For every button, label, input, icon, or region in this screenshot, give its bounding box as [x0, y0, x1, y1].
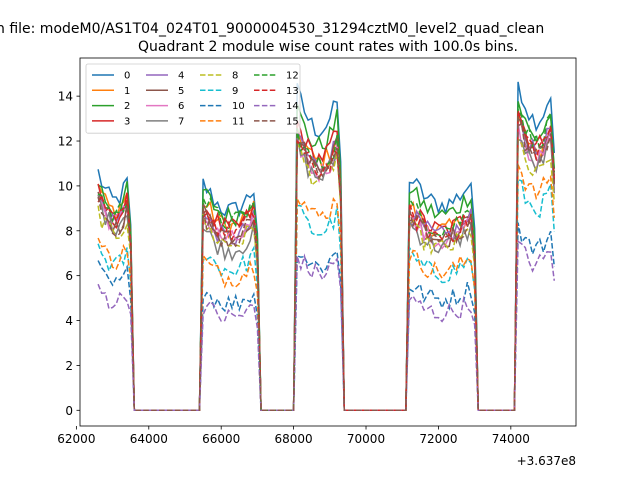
legend-label-1: 1: [124, 86, 130, 97]
legend-label-15: 15: [286, 116, 299, 127]
y-tick-label: 6: [65, 269, 73, 283]
figure-suptitle: n file: modeM0/AS1T04_024T01_9000004530_…: [0, 21, 544, 37]
plot-area: 62000 64000 66000 68000 70000 72000 74000 +3.63…: [57, 57, 577, 468]
series-layer: [97, 81, 556, 412]
axes-frame: [79, 57, 577, 427]
legend-label-3: 3: [124, 116, 130, 127]
legend-label-13: 13: [286, 86, 299, 97]
legend-label-10: 10: [232, 101, 245, 112]
legend-label-9: 9: [232, 86, 238, 97]
x-tick-label: 62000: [57, 432, 95, 446]
x-tick-label: 68000: [275, 432, 313, 446]
legend-label-2: 2: [124, 101, 130, 112]
x-tick-label: 74000: [492, 432, 530, 446]
legend-label-4: 4: [178, 71, 184, 82]
legend-label-6: 6: [178, 101, 184, 112]
legend-label-11: 11: [232, 116, 245, 127]
y-tick-label: 0: [65, 404, 73, 418]
legend-box: [85, 63, 301, 134]
legend-label-14: 14: [286, 101, 299, 112]
legend-label-12: 12: [286, 71, 299, 82]
y-tick-label: 2: [65, 359, 73, 373]
chart-title: Quadrant 2 module wise count rates with …: [138, 39, 518, 55]
legend-label-5: 5: [178, 86, 184, 97]
x-tick-label: 72000: [419, 432, 457, 446]
y-tick-label: 14: [58, 90, 73, 104]
y-tick-label: 12: [58, 135, 73, 149]
series-line-14: [97, 240, 556, 412]
y-tick-label: 10: [58, 179, 73, 193]
series-line-15: [97, 115, 556, 412]
legend-label-0: 0: [124, 71, 130, 82]
x-tick-label: 64000: [130, 432, 168, 446]
x-tick-label: 66000: [202, 432, 240, 446]
y-tick-label: 8: [65, 224, 73, 238]
x-offset-label: +3.637e8: [517, 454, 576, 468]
legend-label-7: 7: [178, 116, 184, 127]
x-tick-label: 70000: [347, 432, 385, 446]
legend-label-8: 8: [232, 71, 238, 82]
y-tick-label: 4: [65, 314, 73, 328]
